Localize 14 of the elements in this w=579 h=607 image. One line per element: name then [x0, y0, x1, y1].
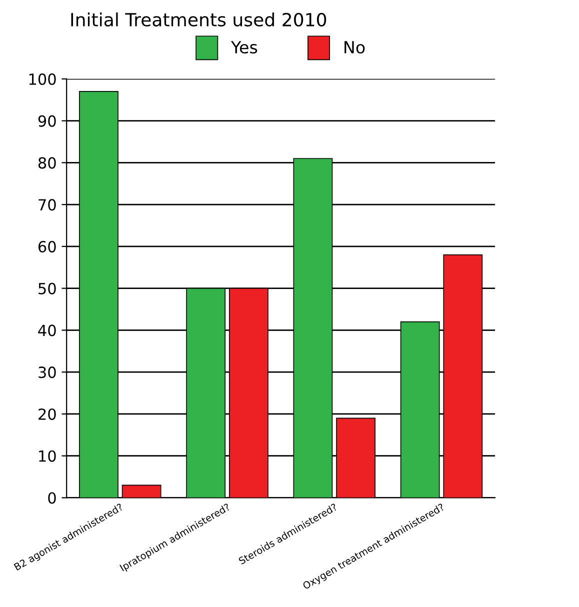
y-tick-label: 50 [38, 282, 56, 294]
legend-label: Yes [230, 41, 258, 54]
y-tick-label: 60 [38, 240, 56, 252]
y-tick-label: 10 [39, 450, 56, 462]
y-tick-label: 90 [38, 115, 56, 127]
y-tick-label: 30 [38, 366, 56, 378]
chart-title: Initial Treatments used 2010 [71, 12, 326, 26]
y-tick-label: 100 [29, 73, 56, 85]
y-tick-label: 70 [38, 199, 56, 211]
y-tick-label: 40 [38, 324, 56, 336]
legend-label: No [344, 41, 365, 54]
y-tick-label: 20 [38, 408, 56, 420]
y-tick-label: 0 [48, 492, 56, 504]
y-tick-label: 80 [38, 157, 56, 169]
